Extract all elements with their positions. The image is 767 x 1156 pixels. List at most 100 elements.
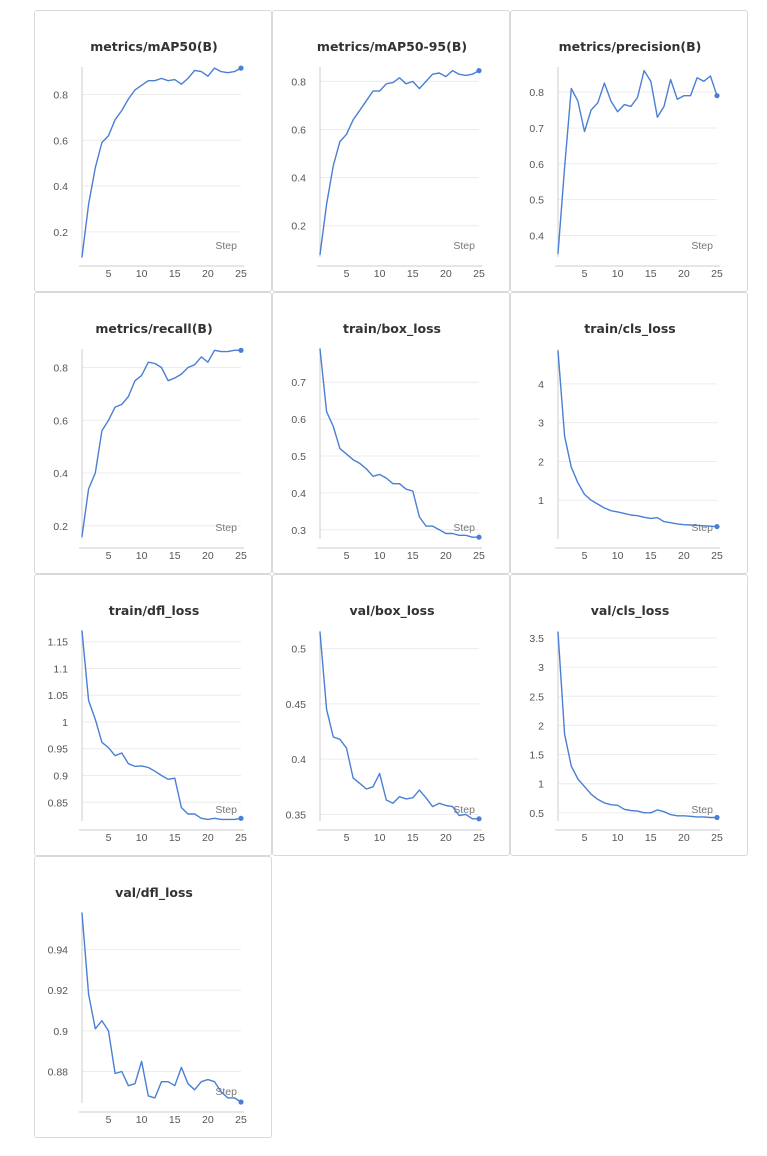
x-tick-label: 20 xyxy=(440,832,452,844)
y-tick-label: 0.7 xyxy=(529,123,544,135)
last-point-marker xyxy=(714,93,720,99)
x-tick-label: 25 xyxy=(473,832,485,844)
y-tick-label: 0.95 xyxy=(48,744,69,756)
y-tick-label: 0.5 xyxy=(529,808,544,820)
x-axis-label: Step xyxy=(453,240,475,252)
chart-svg-map50: metrics/mAP50(B) 0.2 0.4 0.6 0.8 5 10 15 20 25 Ste… xyxy=(53,39,247,280)
x-axis-label: Step xyxy=(453,804,475,816)
chart-panel-val-cls-loss: val/cls_loss 0.5 1 1.5 2 2.5 3 3.5 5 10 15 20 25 Step xyxy=(510,574,748,856)
chart-title: metrics/mAP50-95(B) xyxy=(317,39,467,54)
y-tick-label: 0.92 xyxy=(48,985,69,997)
x-tick-label: 15 xyxy=(645,268,657,280)
x-tick-label: 10 xyxy=(136,1114,148,1126)
chart-panel-val-dfl-loss: val/dfl_loss 0.88 0.9 0.92 0.94 5 10 15 20 25 Step xyxy=(34,856,272,1138)
x-tick-label: 15 xyxy=(169,1114,181,1126)
x-tick-label: 20 xyxy=(678,832,690,844)
chart-title: train/cls_loss xyxy=(584,321,675,337)
x-tick-label: 10 xyxy=(136,550,148,562)
y-tick-label: 0.5 xyxy=(291,451,306,463)
y-tick-label: 0.4 xyxy=(291,173,306,185)
y-tick-label: 0.3 xyxy=(291,525,306,537)
y-tick-label: 1.15 xyxy=(48,637,69,649)
y-tick-label: 0.8 xyxy=(53,89,68,101)
y-tick-label: 0.9 xyxy=(53,1026,68,1038)
y-tick-label: 0.88 xyxy=(48,1067,69,1079)
x-tick-label: 20 xyxy=(440,550,452,562)
y-tick-label: 2 xyxy=(538,720,544,732)
x-tick-label: 10 xyxy=(612,268,624,280)
chart-title: metrics/mAP50(B) xyxy=(90,39,218,54)
series-line xyxy=(81,349,242,538)
chart-panel-map50: metrics/mAP50(B) 0.2 0.4 0.6 0.8 5 10 15 20 25 Ste… xyxy=(34,10,272,292)
chart-title: val/box_loss xyxy=(349,603,434,619)
series-line xyxy=(319,348,480,538)
chart-svg-val-box-loss: val/box_loss 0.35 0.4 0.45 0.5 5 10 15 20 25 Step xyxy=(286,603,485,844)
chart-svg-train-box-loss: train/box_loss 0.3 0.4 0.5 0.6 0.7 5 10 15 20 25 St… xyxy=(291,321,485,562)
x-tick-label: 25 xyxy=(711,832,723,844)
x-axis-label: Step xyxy=(691,804,713,816)
x-axis-label: Step xyxy=(691,522,713,534)
y-tick-label: 0.6 xyxy=(529,159,544,171)
chart-title: val/cls_loss xyxy=(591,603,670,619)
x-axis-label: Step xyxy=(215,522,237,534)
last-point-marker xyxy=(714,523,720,530)
x-tick-label: 10 xyxy=(136,832,148,844)
chart-panel-train-box-loss: train/box_loss 0.3 0.4 0.5 0.6 0.7 5 10 15 20 25 St… xyxy=(272,292,510,574)
y-tick-label: 4 xyxy=(538,379,544,391)
x-tick-label: 5 xyxy=(344,832,350,844)
chart-title: train/box_loss xyxy=(343,321,441,337)
x-tick-label: 25 xyxy=(235,832,247,844)
x-tick-label: 25 xyxy=(235,1114,247,1126)
series-line xyxy=(319,69,480,256)
y-tick-label: 1 xyxy=(538,779,544,791)
x-tick-label: 25 xyxy=(711,550,723,562)
series-line xyxy=(81,912,242,1103)
y-tick-label: 0.6 xyxy=(53,135,68,147)
y-tick-label: 0.85 xyxy=(48,797,69,809)
x-tick-label: 5 xyxy=(582,268,588,280)
x-tick-label: 15 xyxy=(169,832,181,844)
x-tick-label: 10 xyxy=(136,268,148,280)
series-line xyxy=(319,631,480,820)
series-line xyxy=(557,69,718,255)
y-tick-label: 0.2 xyxy=(291,221,306,233)
y-tick-label: 3 xyxy=(538,418,544,430)
y-tick-label: 0.5 xyxy=(529,195,544,207)
x-tick-label: 5 xyxy=(344,268,350,280)
x-tick-label: 25 xyxy=(711,268,723,280)
x-tick-label: 5 xyxy=(582,550,588,562)
chart-panel-train-dfl-loss: train/dfl_loss 0.85 0.9 0.95 1 1.05 1.1 1.15 5 10… xyxy=(34,574,272,856)
x-axis-label: Step xyxy=(453,522,475,534)
chart-panel-map50-95: metrics/mAP50-95(B) 0.2 0.4 0.6 0.8 5 10 15 20 25… xyxy=(272,10,510,292)
last-point-marker xyxy=(714,814,720,821)
y-tick-label: 0.4 xyxy=(53,181,68,193)
series-line xyxy=(81,67,242,258)
y-tick-label: 0.35 xyxy=(286,809,307,821)
y-tick-label: 0.8 xyxy=(291,76,306,88)
x-tick-label: 5 xyxy=(582,832,588,844)
y-tick-label: 0.6 xyxy=(291,125,306,137)
x-axis-label: Step xyxy=(215,1086,237,1098)
y-tick-label: 0.6 xyxy=(53,415,68,427)
x-tick-label: 25 xyxy=(473,268,485,280)
x-tick-label: 10 xyxy=(374,550,386,562)
chart-panel-val-box-loss: val/box_loss 0.35 0.4 0.45 0.5 5 10 15 20 25 Step xyxy=(272,574,510,856)
chart-svg-train-cls-loss: train/cls_loss 1 2 3 4 5 10 15 20 25 Step xyxy=(538,321,723,562)
y-tick-label: 3.5 xyxy=(529,633,544,645)
chart-svg-val-cls-loss: val/cls_loss 0.5 1 1.5 2 2.5 3 3.5 5 10 15 20 25 Step xyxy=(529,603,723,844)
chart-panel-recall: metrics/recall(B) 0.2 0.4 0.6 0.8 5 10 15 20 25 St… xyxy=(34,292,272,574)
y-tick-label: 0.8 xyxy=(529,87,544,99)
x-tick-label: 15 xyxy=(407,832,419,844)
x-tick-label: 15 xyxy=(645,550,657,562)
x-tick-label: 5 xyxy=(106,268,112,280)
chart-title: metrics/precision(B) xyxy=(559,39,702,54)
x-tick-label: 20 xyxy=(202,268,214,280)
last-point-marker xyxy=(476,68,482,74)
chart-title: val/dfl_loss xyxy=(115,885,193,901)
y-tick-label: 0.45 xyxy=(286,699,307,711)
x-tick-label: 25 xyxy=(473,550,485,562)
y-tick-label: 0.4 xyxy=(53,468,68,480)
y-tick-label: 0.2 xyxy=(53,521,68,533)
chart-svg-map50-95: metrics/mAP50-95(B) 0.2 0.4 0.6 0.8 5 10 15 20 25… xyxy=(291,39,485,280)
y-tick-label: 0.6 xyxy=(291,414,306,426)
